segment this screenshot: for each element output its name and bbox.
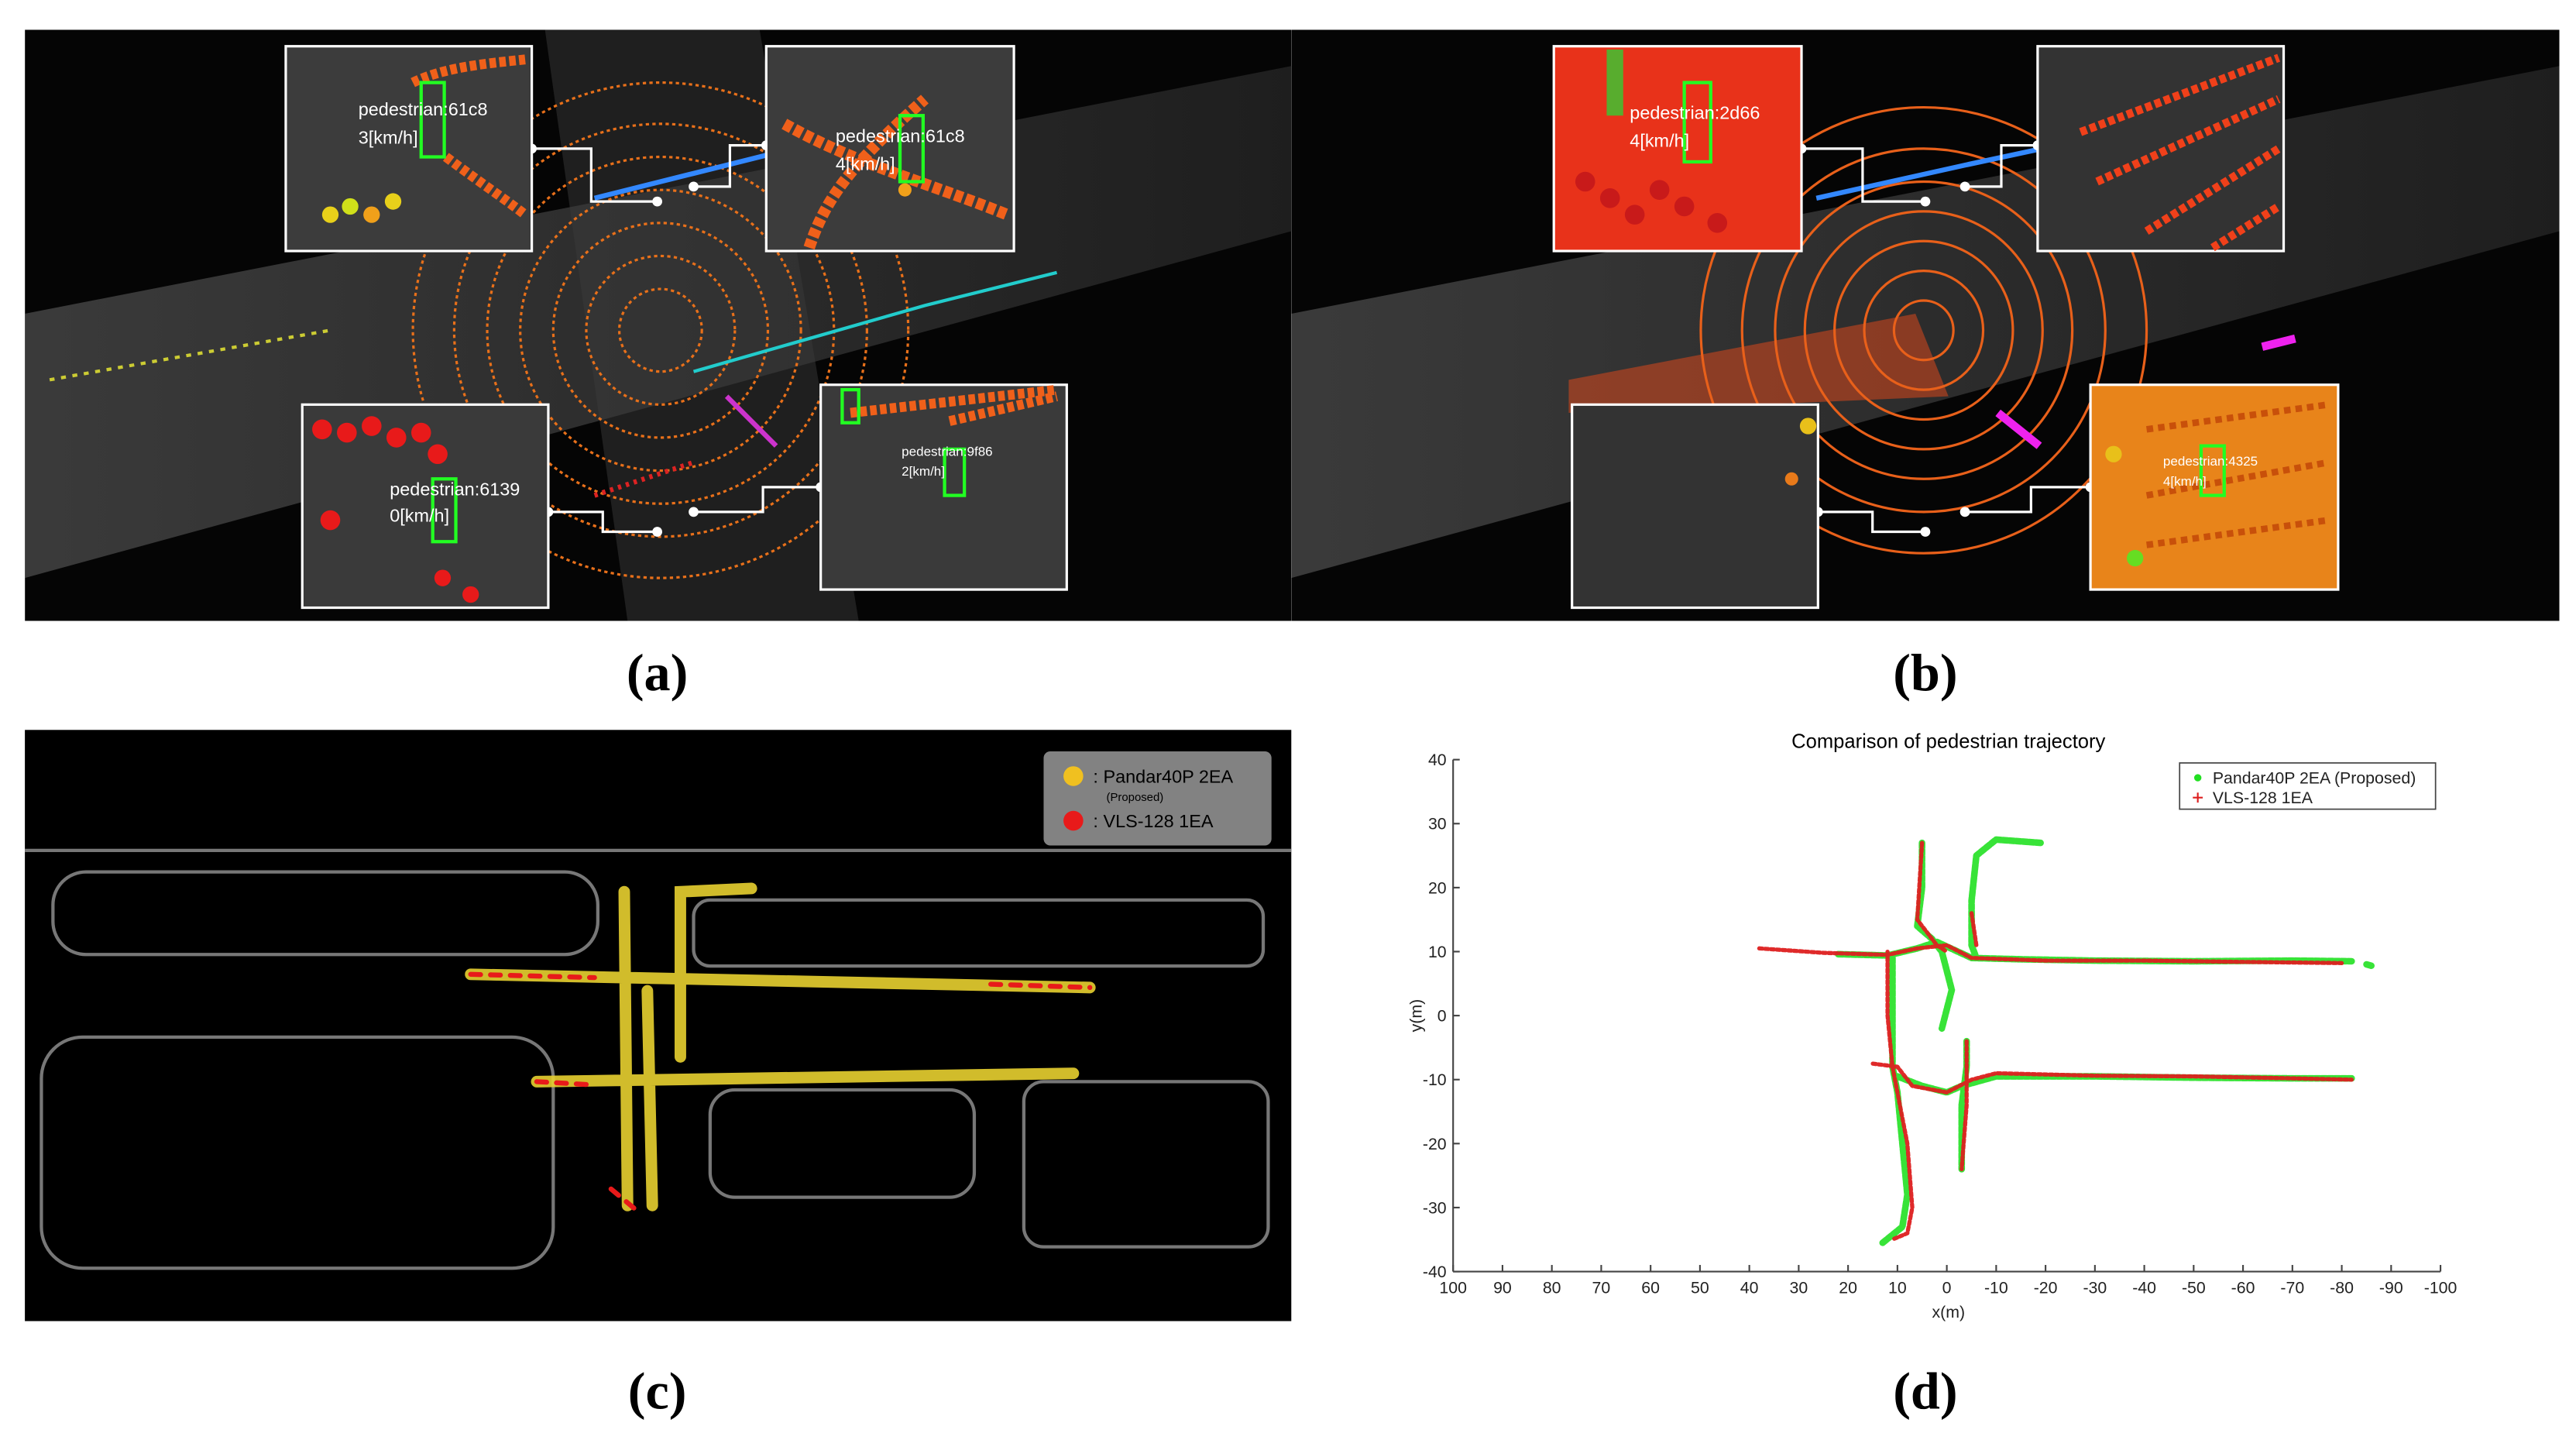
legend-label: : Pandar40P 2EA xyxy=(1093,767,1233,787)
y-tick-label: -20 xyxy=(1423,1135,1447,1153)
panel-label: (d) xyxy=(1893,1361,1957,1420)
inset-a3: pedestrian:6139 0[km/h] xyxy=(301,403,550,610)
x-tick-label: -100 xyxy=(2424,1278,2458,1297)
inset-speed: 4[km/h] xyxy=(2163,474,2207,489)
chart-title: Comparison of pedestrian trajectory xyxy=(1791,731,2105,753)
inset-speed: 2[km/h] xyxy=(902,464,945,479)
panel-c-image: : Pandar40P 2EA (Proposed) : VLS-128 1EA xyxy=(25,730,1292,1321)
x-tick-label: -60 xyxy=(2231,1278,2255,1297)
connectors-a xyxy=(531,144,821,534)
inset-id: pedestrian:4325 xyxy=(2163,454,2258,469)
x-tick-label: 70 xyxy=(1592,1278,1611,1297)
x-tick-label: 30 xyxy=(1790,1278,1808,1297)
x-tick-label: 100 xyxy=(1439,1278,1467,1297)
x-tick-label: -90 xyxy=(2379,1278,2403,1297)
inset-a1: pedestrian:61c8 3[km/h] xyxy=(284,45,534,253)
inset-speed: 0[km/h] xyxy=(390,506,449,526)
inset-id: pedestrian:9f86 xyxy=(902,444,993,459)
legend-label: : VLS-128 1EA xyxy=(1093,811,1213,831)
legend-box xyxy=(2179,762,2437,810)
y-tick-label: 0 xyxy=(1437,1007,1447,1026)
legend-label: Pandar40P 2EA (Proposed) xyxy=(2213,769,2416,788)
inset-b4: pedestrian:4325 4[km/h] xyxy=(2089,383,2340,591)
panel-label: (c) xyxy=(628,1361,687,1420)
x-tick-label: -80 xyxy=(2330,1278,2354,1297)
inset-speed: 4[km/h] xyxy=(1630,131,1689,151)
panel-label: (a) xyxy=(627,643,689,702)
inset-id: pedestrian:61c8 xyxy=(836,125,965,146)
inset-id: pedestrian:6139 xyxy=(390,479,520,500)
x-tick-label: -10 xyxy=(1984,1278,2008,1297)
y-tick-label: 20 xyxy=(1428,878,1447,897)
inset-b2 xyxy=(2036,45,2286,253)
x-tick-label: 40 xyxy=(1740,1278,1759,1297)
y-tick-label: -10 xyxy=(1423,1071,1447,1089)
x-tick-label: 90 xyxy=(1493,1278,1512,1297)
x-tick-label: 20 xyxy=(1839,1278,1857,1297)
x-tick-label: 0 xyxy=(1942,1278,1952,1297)
x-axis-label: x(m) xyxy=(1932,1303,1965,1321)
y-tick-label: 30 xyxy=(1428,815,1447,833)
x-tick-label: -40 xyxy=(2132,1278,2156,1297)
x-tick-label: -30 xyxy=(2083,1278,2107,1297)
inset-a4: pedestrian:9f86 2[km/h] xyxy=(819,383,1068,591)
inset-b3 xyxy=(1571,403,1819,610)
inset-id: pedestrian:61c8 xyxy=(359,99,488,119)
y-tick-label: -30 xyxy=(1423,1198,1447,1217)
x-tick-label: 50 xyxy=(1691,1278,1709,1297)
y-axis-label: y(m) xyxy=(1407,999,1426,1033)
x-tick-label: -50 xyxy=(2182,1278,2206,1297)
legend-label: VLS-128 1EA xyxy=(2213,789,2313,807)
y-tick-label: 40 xyxy=(1428,751,1447,769)
legend-note: (Proposed) xyxy=(1106,791,1163,804)
x-tick-label: -20 xyxy=(2034,1278,2058,1297)
chart: Comparison of pedestrian trajectory x(m)… xyxy=(1407,731,2458,1321)
connectors-b xyxy=(1801,144,2091,534)
y-tick-label: 10 xyxy=(1428,943,1447,961)
inset-b1: pedestrian:2d66 4[km/h] xyxy=(1552,45,1803,253)
inset-speed: 3[km/h] xyxy=(359,127,418,147)
y-tick-label: -40 xyxy=(1423,1263,1447,1281)
x-tick-label: 60 xyxy=(1641,1278,1660,1297)
x-tick-label: 80 xyxy=(1543,1278,1561,1297)
legend-marker xyxy=(2193,792,2203,803)
x-tick-label: -70 xyxy=(2280,1278,2304,1297)
inset-id: pedestrian:2d66 xyxy=(1630,102,1760,122)
series-line xyxy=(1757,840,2354,1242)
x-tick-label: 10 xyxy=(1888,1278,1907,1297)
inset-a2: pedestrian:61c8 4[km/h] xyxy=(764,45,1015,253)
inset-speed: 4[km/h] xyxy=(836,154,895,174)
panel-label: (b) xyxy=(1893,643,1957,702)
legend-marker xyxy=(2193,774,2202,782)
